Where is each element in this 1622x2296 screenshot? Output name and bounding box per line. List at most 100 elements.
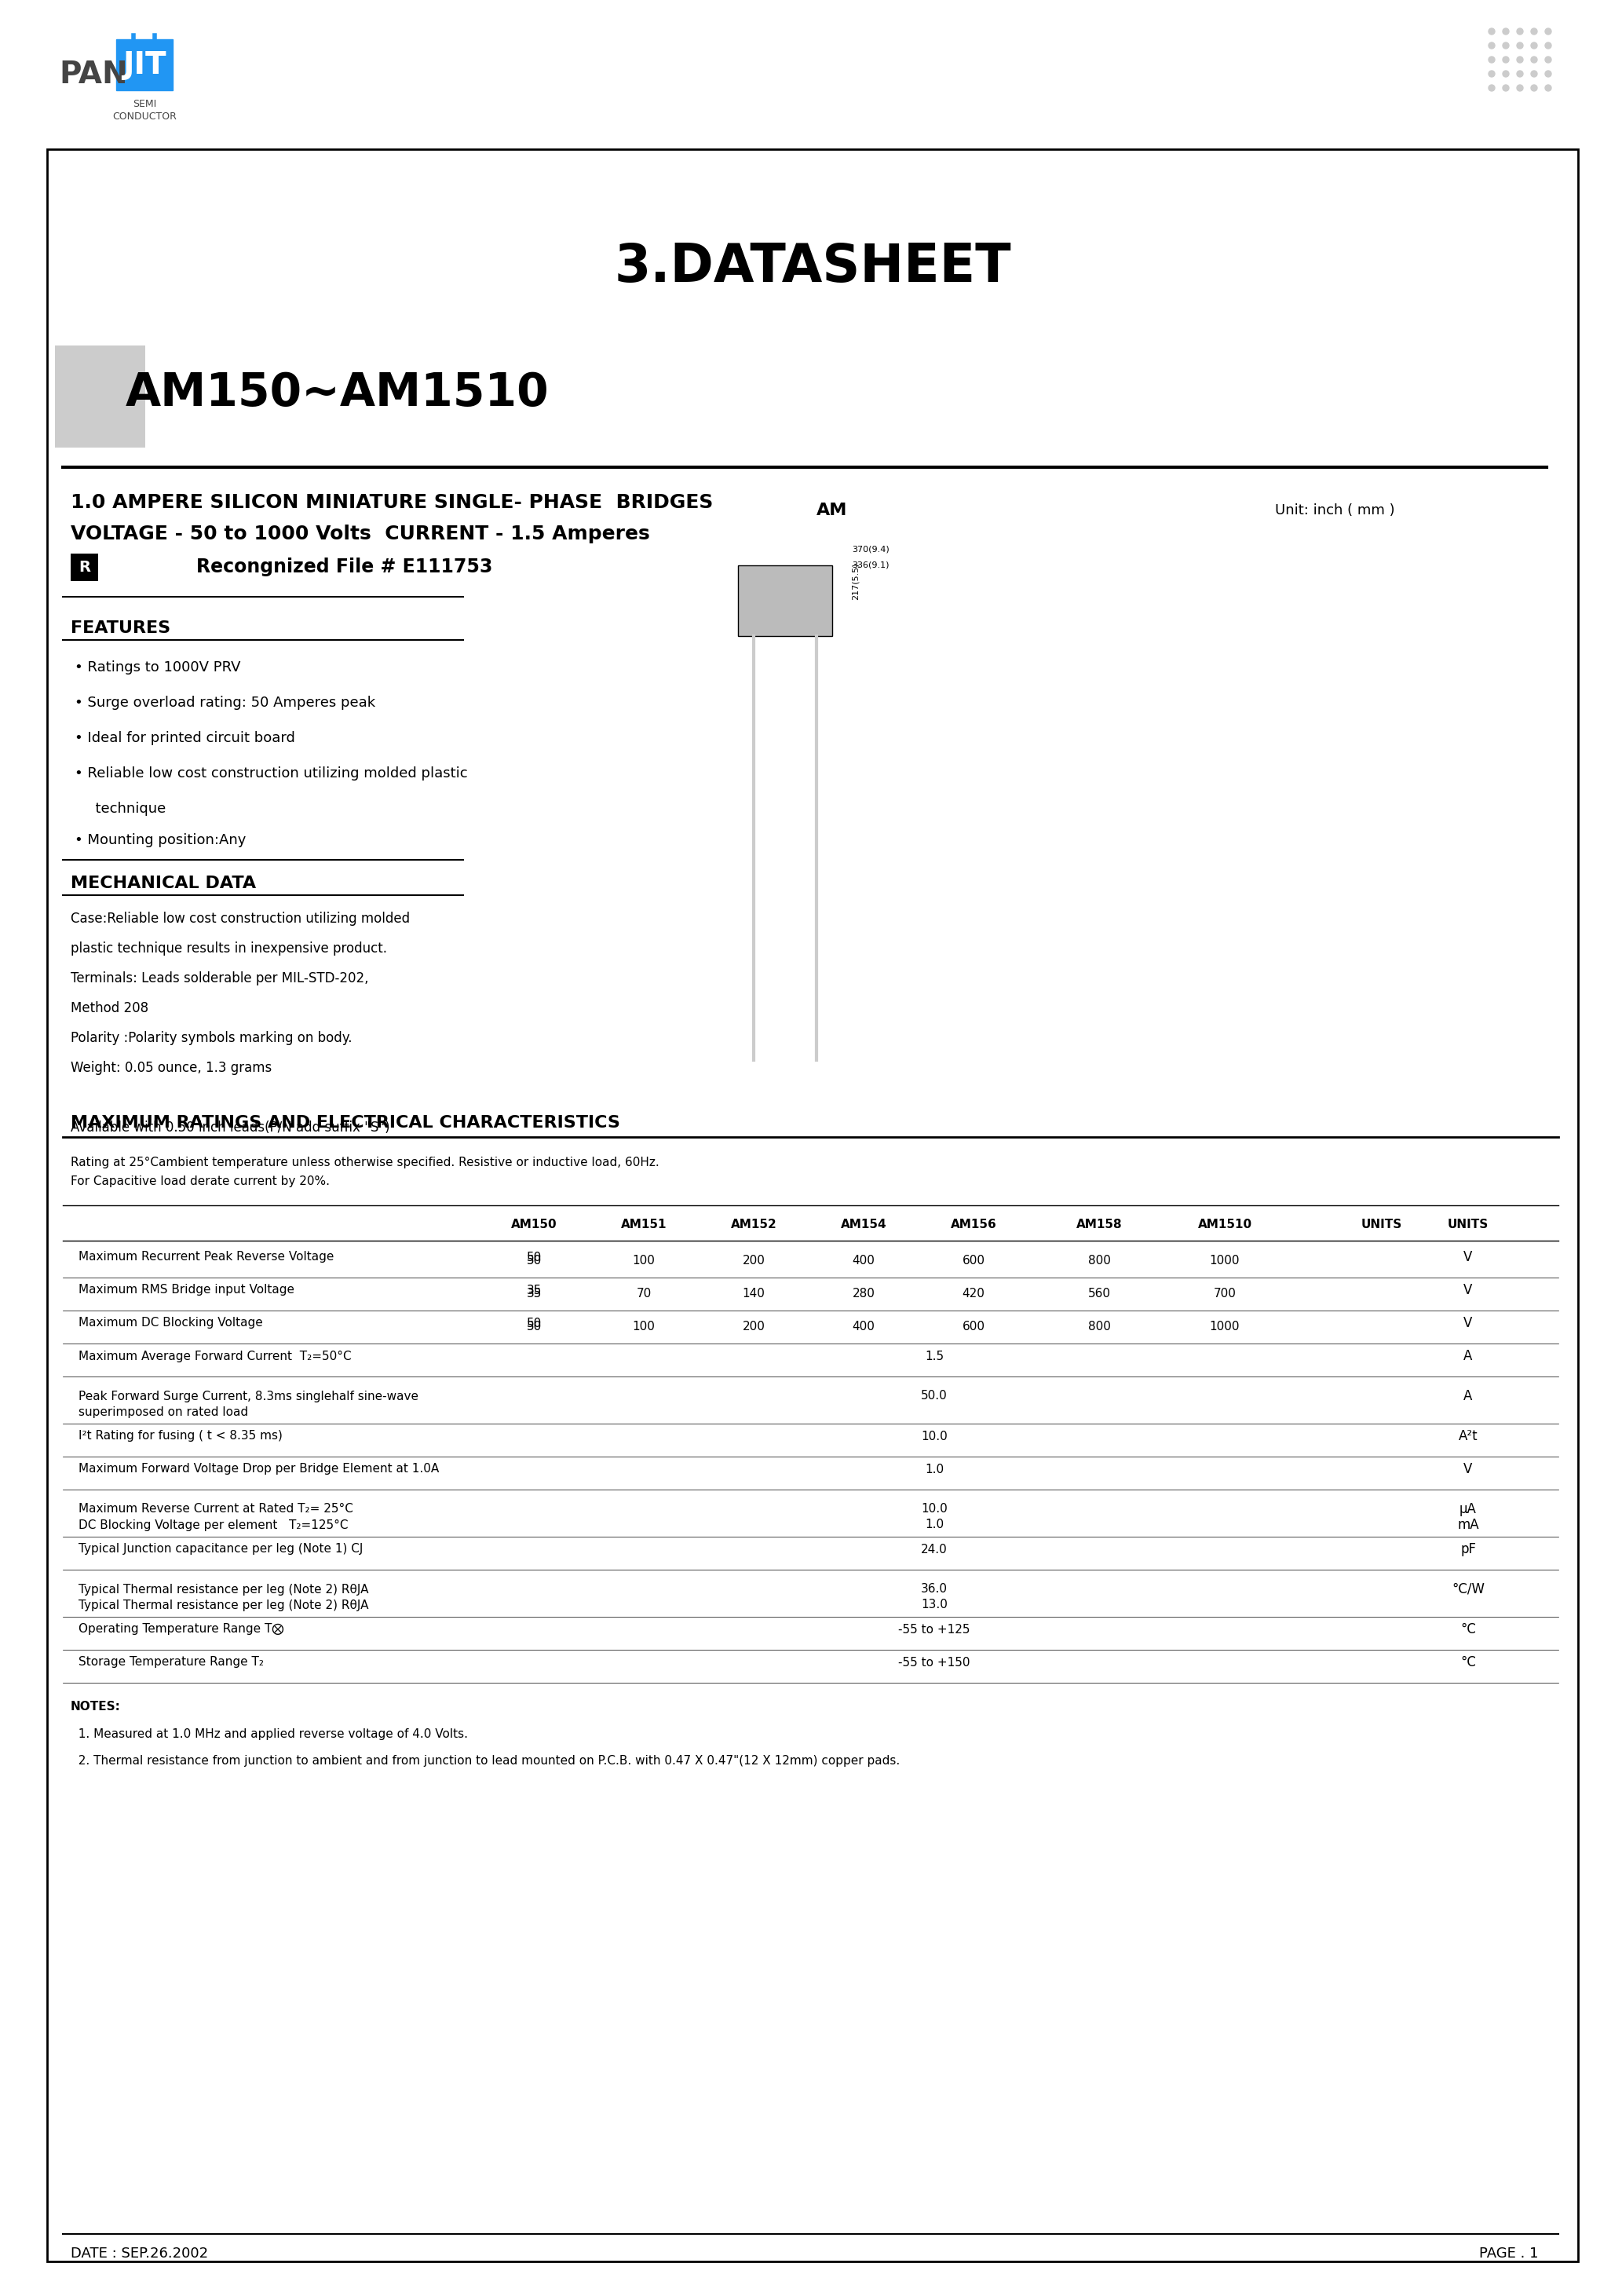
- Text: 400: 400: [852, 1256, 874, 1267]
- Text: 370(9.4): 370(9.4): [852, 546, 889, 553]
- Text: 280: 280: [852, 1288, 874, 1300]
- Circle shape: [1489, 41, 1495, 48]
- Circle shape: [1546, 71, 1551, 78]
- Text: JIT: JIT: [123, 51, 167, 80]
- Bar: [55, 344, 146, 448]
- Text: AM150~AM1510: AM150~AM1510: [125, 370, 550, 416]
- Text: 3.DATASHEET: 3.DATASHEET: [615, 241, 1011, 294]
- Text: AM158: AM158: [1075, 1219, 1122, 1231]
- Circle shape: [1517, 57, 1523, 62]
- Text: 100: 100: [633, 1320, 655, 1334]
- Circle shape: [1502, 71, 1508, 78]
- Text: Operating Temperature Range T⨂: Operating Temperature Range T⨂: [78, 1623, 284, 1635]
- Circle shape: [1531, 28, 1538, 34]
- Text: 700: 700: [1213, 1288, 1236, 1300]
- Text: AM150: AM150: [511, 1219, 556, 1231]
- Text: Available with 0.50 inch leads(P/N add suffix "S"): Available with 0.50 inch leads(P/N add s…: [71, 1120, 389, 1134]
- Text: Typical Thermal resistance per leg (Note 2) RθJA: Typical Thermal resistance per leg (Note…: [78, 1598, 368, 1612]
- Text: 24.0: 24.0: [921, 1543, 947, 1554]
- Text: AM152: AM152: [730, 1219, 777, 1231]
- Text: 1000: 1000: [1210, 1320, 1239, 1334]
- Text: 50: 50: [526, 1318, 542, 1329]
- Text: Maximum Forward Voltage Drop per Bridge Element at 1.0A: Maximum Forward Voltage Drop per Bridge …: [78, 1463, 440, 1474]
- Text: Maximum Recurrent Peak Reverse Voltage: Maximum Recurrent Peak Reverse Voltage: [78, 1251, 334, 1263]
- Text: plastic technique results in inexpensive product.: plastic technique results in inexpensive…: [71, 941, 388, 955]
- Text: 600: 600: [962, 1320, 985, 1334]
- Text: VOLTAGE - 50 to 1000 Volts  CURRENT - 1.5 Amperes: VOLTAGE - 50 to 1000 Volts CURRENT - 1.5…: [71, 523, 650, 544]
- Text: Maximum Reverse Current at Rated T₂= 25°C: Maximum Reverse Current at Rated T₂= 25°…: [78, 1504, 354, 1515]
- Text: Rating at 25°Cambient temperature unless otherwise specified. Resistive or induc: Rating at 25°Cambient temperature unless…: [71, 1157, 659, 1169]
- Bar: [738, 565, 832, 636]
- Text: Case:Reliable low cost construction utilizing molded: Case:Reliable low cost construction util…: [71, 912, 410, 925]
- Circle shape: [1531, 71, 1538, 78]
- Circle shape: [1489, 85, 1495, 92]
- Circle shape: [1546, 41, 1551, 48]
- Text: DC Blocking Voltage per element   T₂=125°C: DC Blocking Voltage per element T₂=125°C: [78, 1520, 349, 1531]
- Text: -55 to +150: -55 to +150: [899, 1655, 970, 1669]
- Circle shape: [1546, 28, 1551, 34]
- Text: Recongnized File # E111753: Recongnized File # E111753: [196, 558, 493, 576]
- Bar: [71, 553, 99, 581]
- Text: PAN: PAN: [58, 60, 128, 90]
- Text: Maximum Average Forward Current  T₂=50°C: Maximum Average Forward Current T₂=50°C: [78, 1350, 352, 1362]
- Text: Polarity :Polarity symbols marking on body.: Polarity :Polarity symbols marking on bo…: [71, 1031, 352, 1045]
- Text: • Mounting position:Any: • Mounting position:Any: [75, 833, 247, 847]
- Circle shape: [1517, 85, 1523, 92]
- Circle shape: [1517, 28, 1523, 34]
- Text: AM151: AM151: [621, 1219, 667, 1231]
- Text: V: V: [1463, 1249, 1473, 1265]
- Text: Maximum DC Blocking Voltage: Maximum DC Blocking Voltage: [78, 1318, 263, 1329]
- Circle shape: [1531, 41, 1538, 48]
- Text: V: V: [1463, 1283, 1473, 1297]
- Text: A²t: A²t: [1458, 1428, 1478, 1444]
- Text: 36.0: 36.0: [921, 1584, 947, 1596]
- Circle shape: [1489, 71, 1495, 78]
- Text: NOTES:: NOTES:: [71, 1701, 120, 1713]
- Text: 10.0: 10.0: [921, 1430, 947, 1442]
- Text: UNITS: UNITS: [1447, 1219, 1489, 1231]
- Text: Unit: inch ( mm ): Unit: inch ( mm ): [1275, 503, 1395, 517]
- FancyBboxPatch shape: [117, 39, 172, 90]
- Circle shape: [1531, 57, 1538, 62]
- Text: 35: 35: [526, 1288, 542, 1300]
- Text: 336(9.1): 336(9.1): [852, 563, 889, 569]
- Text: 50: 50: [526, 1256, 542, 1267]
- Text: V: V: [1463, 1463, 1473, 1476]
- Text: • Ideal for printed circuit board: • Ideal for printed circuit board: [75, 730, 295, 746]
- Text: 1.0 AMPERE SILICON MINIATURE SINGLE- PHASE  BRIDGES: 1.0 AMPERE SILICON MINIATURE SINGLE- PHA…: [71, 494, 714, 512]
- Text: A: A: [1463, 1350, 1473, 1364]
- Text: AM156: AM156: [950, 1219, 996, 1231]
- FancyBboxPatch shape: [47, 149, 1578, 2262]
- Text: 400: 400: [852, 1320, 874, 1334]
- Text: 1. Measured at 1.0 MHz and applied reverse voltage of 4.0 Volts.: 1. Measured at 1.0 MHz and applied rever…: [71, 1729, 467, 1740]
- Text: 800: 800: [1088, 1256, 1111, 1267]
- Text: FEATURES: FEATURES: [71, 620, 170, 636]
- Text: AM: AM: [817, 503, 848, 519]
- Circle shape: [1489, 28, 1495, 34]
- Text: °C/W: °C/W: [1452, 1582, 1484, 1596]
- Text: 100: 100: [633, 1256, 655, 1267]
- Text: μA: μA: [1460, 1502, 1476, 1515]
- Text: CONDUCTOR: CONDUCTOR: [112, 110, 177, 122]
- Text: V: V: [1463, 1316, 1473, 1329]
- Text: A: A: [1463, 1389, 1473, 1403]
- Text: 1.0: 1.0: [925, 1463, 944, 1474]
- Text: 2. Thermal resistance from junction to ambient and from junction to lead mounted: 2. Thermal resistance from junction to a…: [71, 1756, 900, 1768]
- Text: 217(5.5): 217(5.5): [852, 563, 860, 599]
- Circle shape: [1502, 28, 1508, 34]
- Text: 1.5: 1.5: [925, 1350, 944, 1362]
- Text: R: R: [79, 560, 91, 574]
- Text: I²t Rating for fusing ( t < 8.35 ms): I²t Rating for fusing ( t < 8.35 ms): [78, 1430, 282, 1442]
- Text: MECHANICAL DATA: MECHANICAL DATA: [71, 875, 256, 891]
- Circle shape: [1502, 85, 1508, 92]
- Circle shape: [1517, 41, 1523, 48]
- Text: 50: 50: [526, 1251, 542, 1263]
- Circle shape: [1546, 85, 1551, 92]
- Text: 420: 420: [962, 1288, 985, 1300]
- Text: superimposed on rated load: superimposed on rated load: [78, 1405, 248, 1417]
- Circle shape: [1502, 41, 1508, 48]
- Text: AM1510: AM1510: [1197, 1219, 1252, 1231]
- Text: • Surge overload rating: 50 Amperes peak: • Surge overload rating: 50 Amperes peak: [75, 696, 375, 709]
- Text: • Reliable low cost construction utilizing molded plastic: • Reliable low cost construction utilizi…: [75, 767, 467, 781]
- Circle shape: [1546, 57, 1551, 62]
